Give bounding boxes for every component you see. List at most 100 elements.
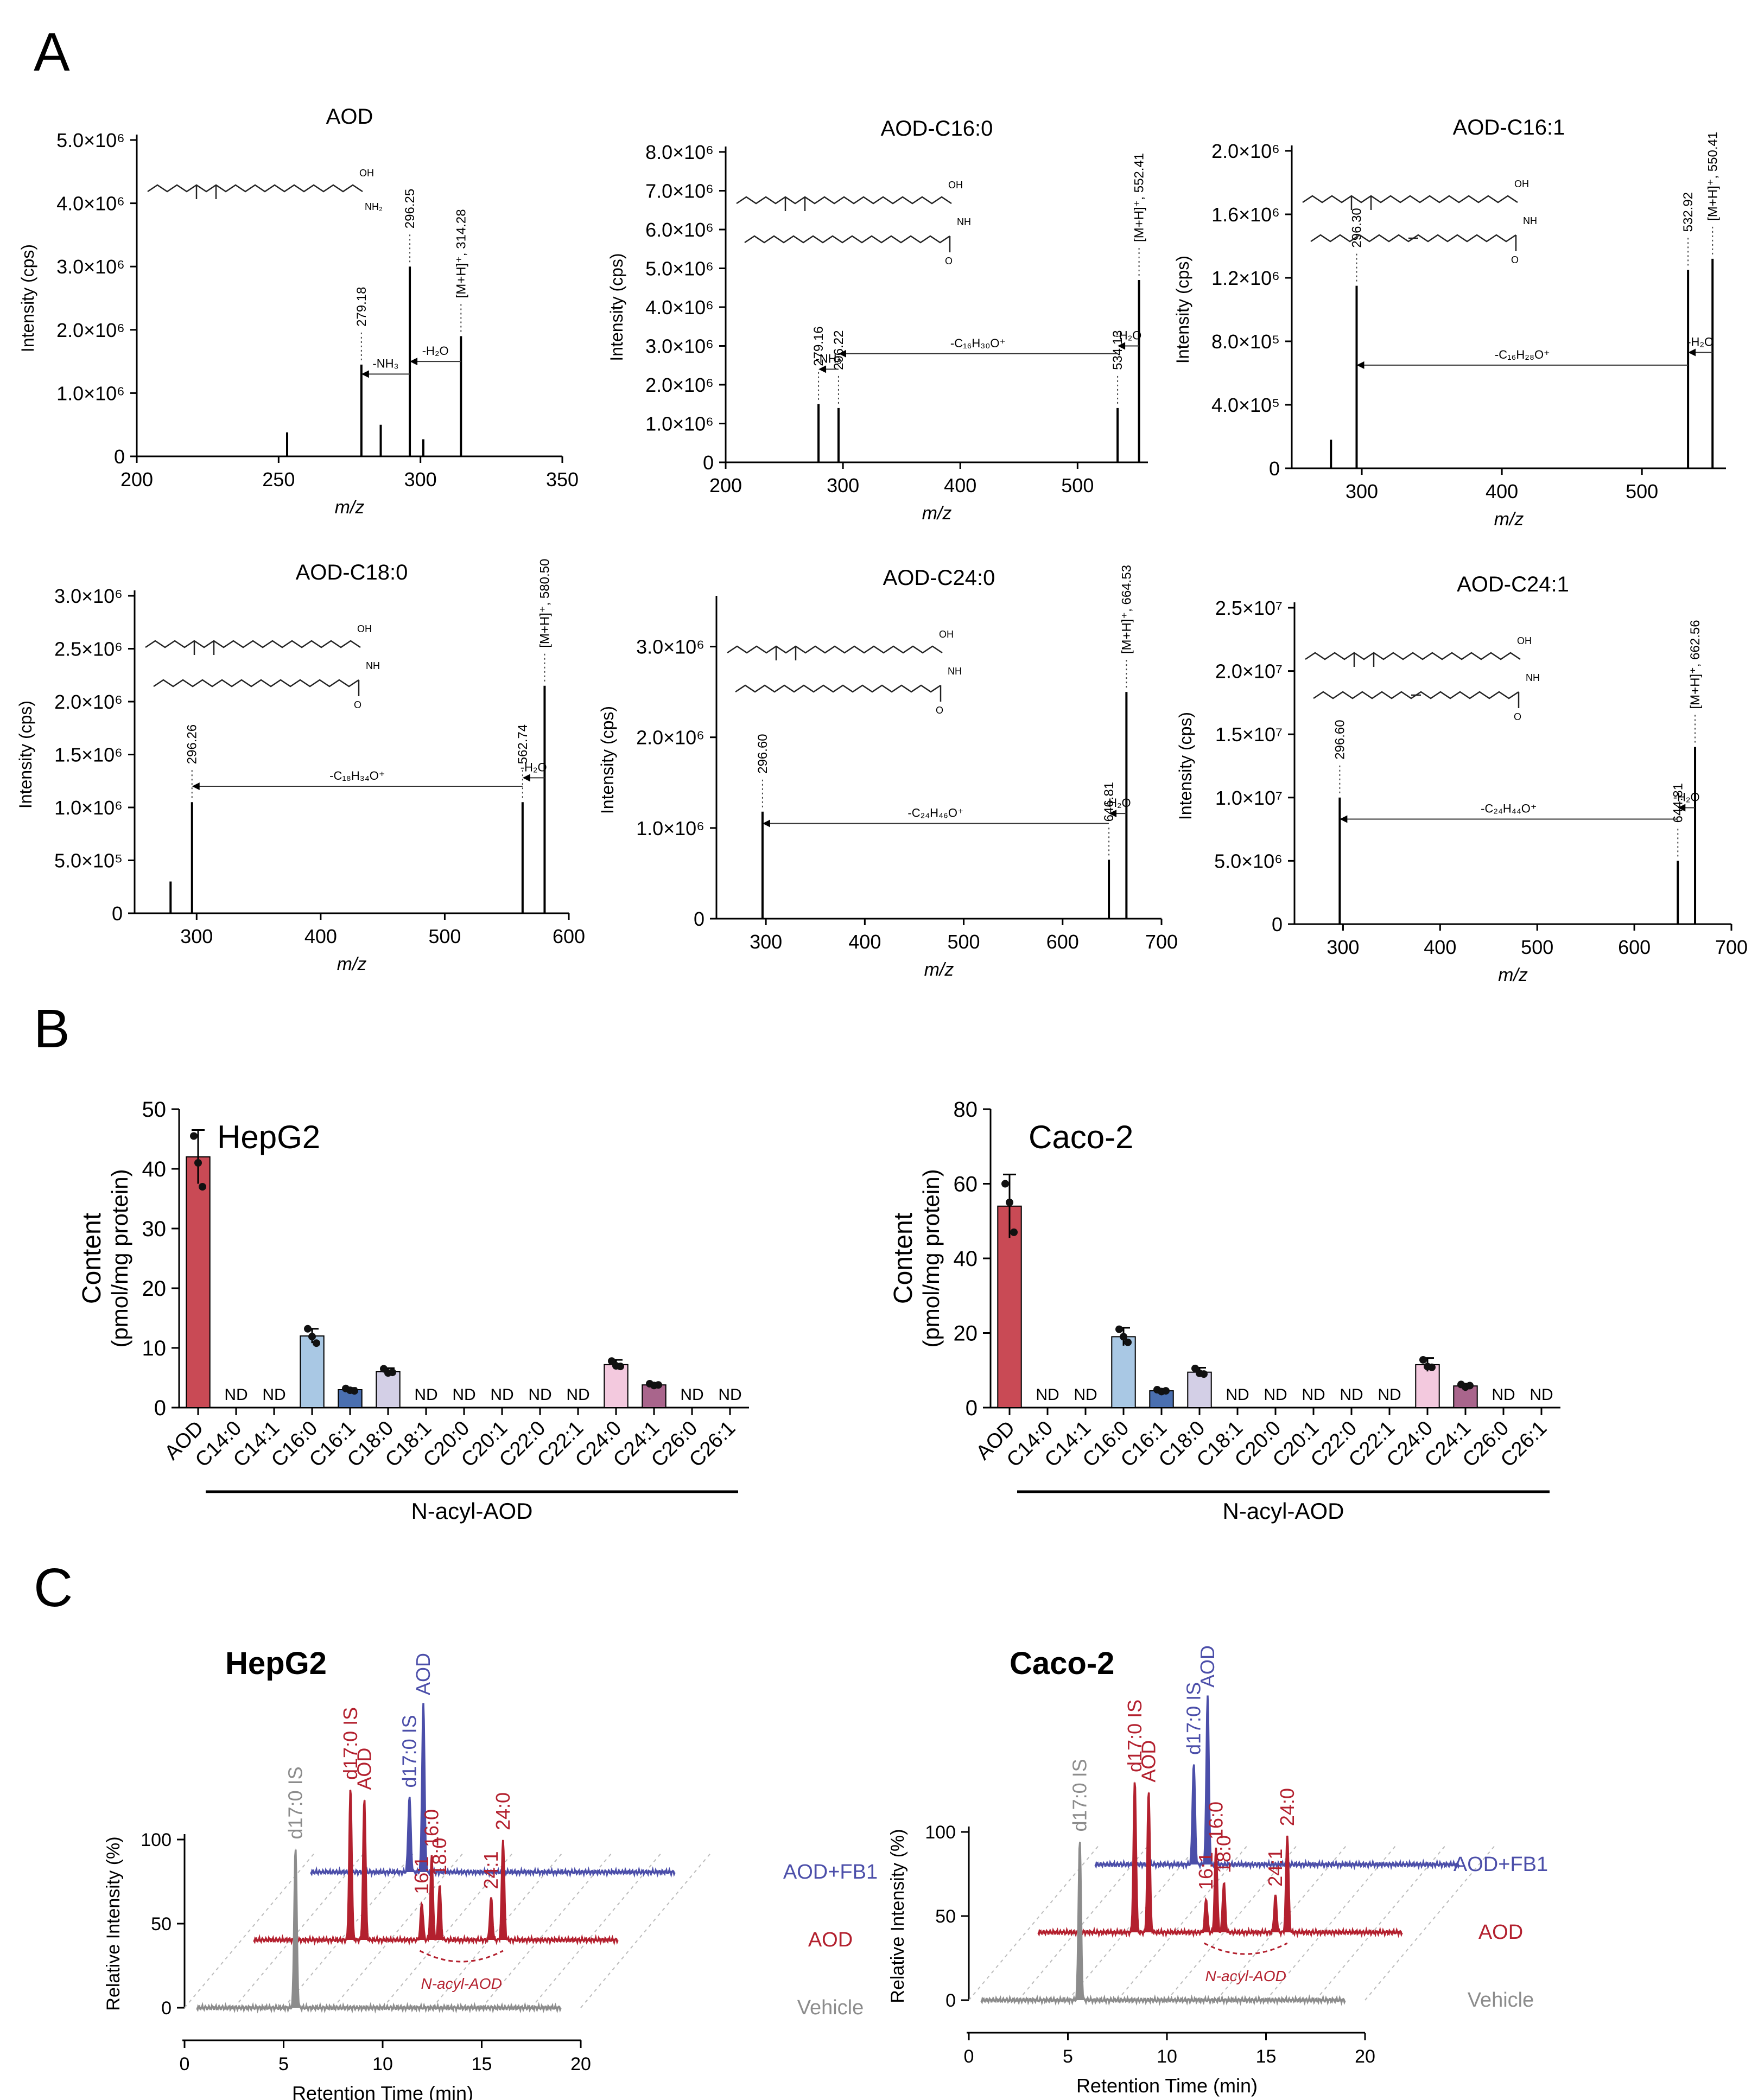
data-point (313, 1339, 320, 1347)
x-tick-label: 0 (964, 2046, 974, 2067)
y-axis-label: Relative Intensity (%) (887, 1829, 908, 2003)
y-tick-label: 2.0×10⁶ (54, 691, 123, 713)
trace-legend-label: AOD (808, 1929, 853, 1951)
chromatogram-peak (1269, 1895, 1281, 1932)
y-tick-label: 2.0×10⁷ (1215, 660, 1283, 683)
trace-vehicle (196, 1849, 562, 2014)
trace-aod-fb1 (310, 1703, 676, 1878)
loss-arrowhead (1340, 815, 1348, 823)
y-tick-label: 2.5×10⁷ (1215, 597, 1283, 619)
spectrum-a5: AOD-C24:0 0 1.0×10⁶ 2.0×10⁶ 3.0×10⁶ 300 400 500… (598, 565, 1178, 980)
chromatogram-peak (1281, 1835, 1293, 1932)
x-axis-label: m/z (1498, 965, 1528, 985)
y-tick-label: 5.0×10⁵ (54, 850, 123, 872)
structure-bond (727, 645, 943, 654)
y-axis-label: Relative Intensity (%) (103, 1836, 124, 2010)
x-axis-label: m/z (924, 959, 954, 980)
loss-label: -C₂₄H₄₆O⁺ (907, 806, 963, 820)
structure-label-nh: NH (948, 666, 962, 677)
depth-guide (184, 1851, 316, 2008)
structure-label-oh: OH (939, 629, 954, 640)
data-point (1191, 1364, 1199, 1372)
peak-label: 296.30 (1349, 208, 1364, 247)
y-tick-label: 2.0×10⁶ (636, 727, 705, 749)
chromatogram-peak (417, 1704, 429, 1872)
depth-guide (1166, 1843, 1299, 2001)
nd-label: ND (566, 1386, 589, 1404)
x-tick-label: 300 (1327, 936, 1359, 958)
x-tick-label: 200 (120, 468, 153, 491)
y-tick-label: 100 (141, 1830, 172, 1850)
y-tick-label: 5.0×10⁶ (645, 258, 714, 280)
peak-label: [M+H]⁺, 550.41 (1705, 132, 1720, 221)
x-tick-label: 700 (1715, 936, 1748, 958)
loss-arrowhead (1109, 810, 1117, 818)
y-axis-label: Intensity (cps) (16, 701, 35, 809)
y-tick-label: 5.0×10⁶ (1214, 850, 1283, 872)
x-tick-label: 15 (472, 2054, 492, 2074)
peak-label: 16:1 (410, 1856, 433, 1894)
x-tick-label: 500 (1626, 480, 1658, 502)
peak-label: AOD (353, 1748, 375, 1790)
chemical-structure: OH NH O (1302, 179, 1537, 265)
peak-label: 24:0 (1276, 1788, 1298, 1826)
data-point (1120, 1333, 1127, 1341)
y-tick-label: 80 (954, 1098, 978, 1122)
y-axis-label: Intensity (cps) (1176, 712, 1195, 820)
trace-legend-label: Vehicle (1468, 1989, 1534, 2012)
chromatogram-peak (358, 1798, 371, 1940)
peak-label: 279.18 (354, 287, 369, 327)
y-axis-label: Intensity (cps) (1173, 256, 1192, 364)
x-tick-label: 15 (1256, 2046, 1277, 2067)
structure-bond (153, 679, 359, 688)
x-tick-label: 500 (428, 925, 461, 947)
nd-label: ND (414, 1386, 437, 1404)
group-label: N-acyl-AOD (1205, 1968, 1286, 1984)
y-tick-label: 0 (966, 1396, 978, 1420)
x-axis-label: Retention Time (min) (1076, 2074, 1258, 2097)
y-tick-label: 3.0×10⁶ (636, 636, 705, 658)
peak-label: [M+H]⁺, 580.50 (537, 559, 552, 648)
chemical-structure: OH NH O (736, 180, 971, 266)
bar (1187, 1371, 1212, 1408)
loss-label: -C₁₈H₃₄O⁺ (329, 769, 385, 782)
peak-label: 24:1 (480, 1851, 502, 1889)
y-tick-label: 0 (112, 902, 123, 925)
depth-guide (1315, 1843, 1448, 2001)
structure-label-o: O (1511, 254, 1519, 265)
trace-legend-label: Vehicle (797, 1996, 864, 2019)
y-tick-label: 1.0×10⁶ (54, 797, 123, 819)
loss-arrowhead (1118, 342, 1126, 350)
chromatogram-c1: HepG2 0 50 100 0 5 10 15 20 Retention Time (min) R… (103, 1646, 878, 2100)
y-tick-label: 60 (954, 1173, 978, 1197)
y-tick-label: 4.0×10⁶ (56, 193, 125, 215)
chromatogram-peak (1188, 1764, 1200, 1864)
y-tick-label: 50 (151, 1914, 172, 1934)
chart-title: AOD-C24:1 (1457, 572, 1569, 596)
peak-label: 18:0 (1213, 1835, 1235, 1873)
structure-bond (1305, 652, 1521, 660)
peak-label: d17:0 IS (1182, 1682, 1204, 1755)
data-point (1124, 1338, 1132, 1346)
chromatogram-peak (426, 1856, 438, 1940)
chemical-structure: OH NH₂ (147, 168, 383, 212)
depth-guide (580, 1851, 713, 2008)
peak-label: d17:0 IS (398, 1715, 420, 1787)
x-tick-label: 500 (1061, 474, 1094, 497)
y-tick-label: 2.0×10⁶ (56, 319, 125, 341)
peak-label: 562.74 (516, 724, 530, 764)
structure-bond (145, 640, 361, 648)
chart-title: HepG2 (217, 1119, 320, 1155)
structure-label-o: O (945, 256, 953, 266)
chromatogram-peak (403, 1796, 416, 1872)
y-tick-label: 40 (142, 1157, 167, 1181)
y-tick-label: 50 (142, 1098, 167, 1122)
y-tick-label: 0 (114, 446, 125, 468)
x-axis-label: m/z (335, 497, 365, 518)
y-tick-label: 20 (142, 1277, 167, 1301)
y-axis-label-units: (pmol/mg protein) (107, 1169, 132, 1347)
nd-label: ND (452, 1386, 475, 1404)
panel-letter-a: A (34, 22, 70, 82)
depth-guide (530, 1851, 663, 2008)
x-tick-label: 400 (848, 931, 881, 953)
